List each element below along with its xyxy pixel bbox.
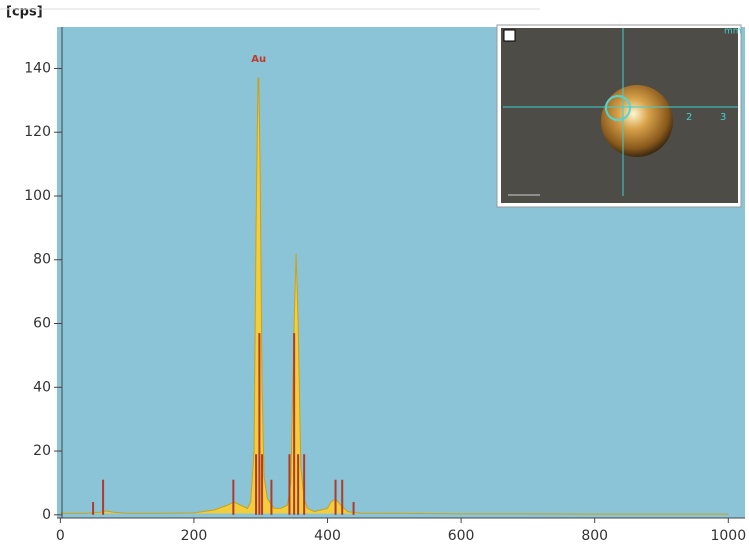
y-tick-label: 140 — [24, 60, 51, 76]
y-tick-label: 20 — [33, 443, 51, 459]
x-tick-label: 600 — [448, 528, 475, 544]
peak-label: Au — [251, 54, 266, 65]
y-tick-label: 60 — [33, 316, 51, 332]
inset-scale-label: 3 — [720, 112, 726, 123]
inset-image: mm 2 3 — [496, 24, 742, 208]
x-tick-label: 0 — [56, 528, 65, 544]
inset-unit: mm — [724, 27, 742, 37]
measurement-spot — [605, 95, 631, 121]
x-tick-label: 200 — [181, 528, 208, 544]
x-tick-label: 1000 — [710, 528, 746, 544]
sample-particle — [601, 85, 673, 157]
inset-icon — [503, 29, 516, 42]
y-tick-label: 0 — [42, 507, 51, 523]
y-tick-label: 100 — [24, 188, 51, 204]
y-tick-label: 40 — [33, 379, 51, 395]
inset-scale-label: 2 — [686, 112, 692, 123]
y-axis-label: [cps] — [6, 5, 43, 20]
x-tick-label: 400 — [314, 528, 341, 544]
y-tick-label: 120 — [24, 124, 51, 140]
y-tick-label: 80 — [33, 252, 51, 268]
x-tick-label: 800 — [581, 528, 608, 544]
